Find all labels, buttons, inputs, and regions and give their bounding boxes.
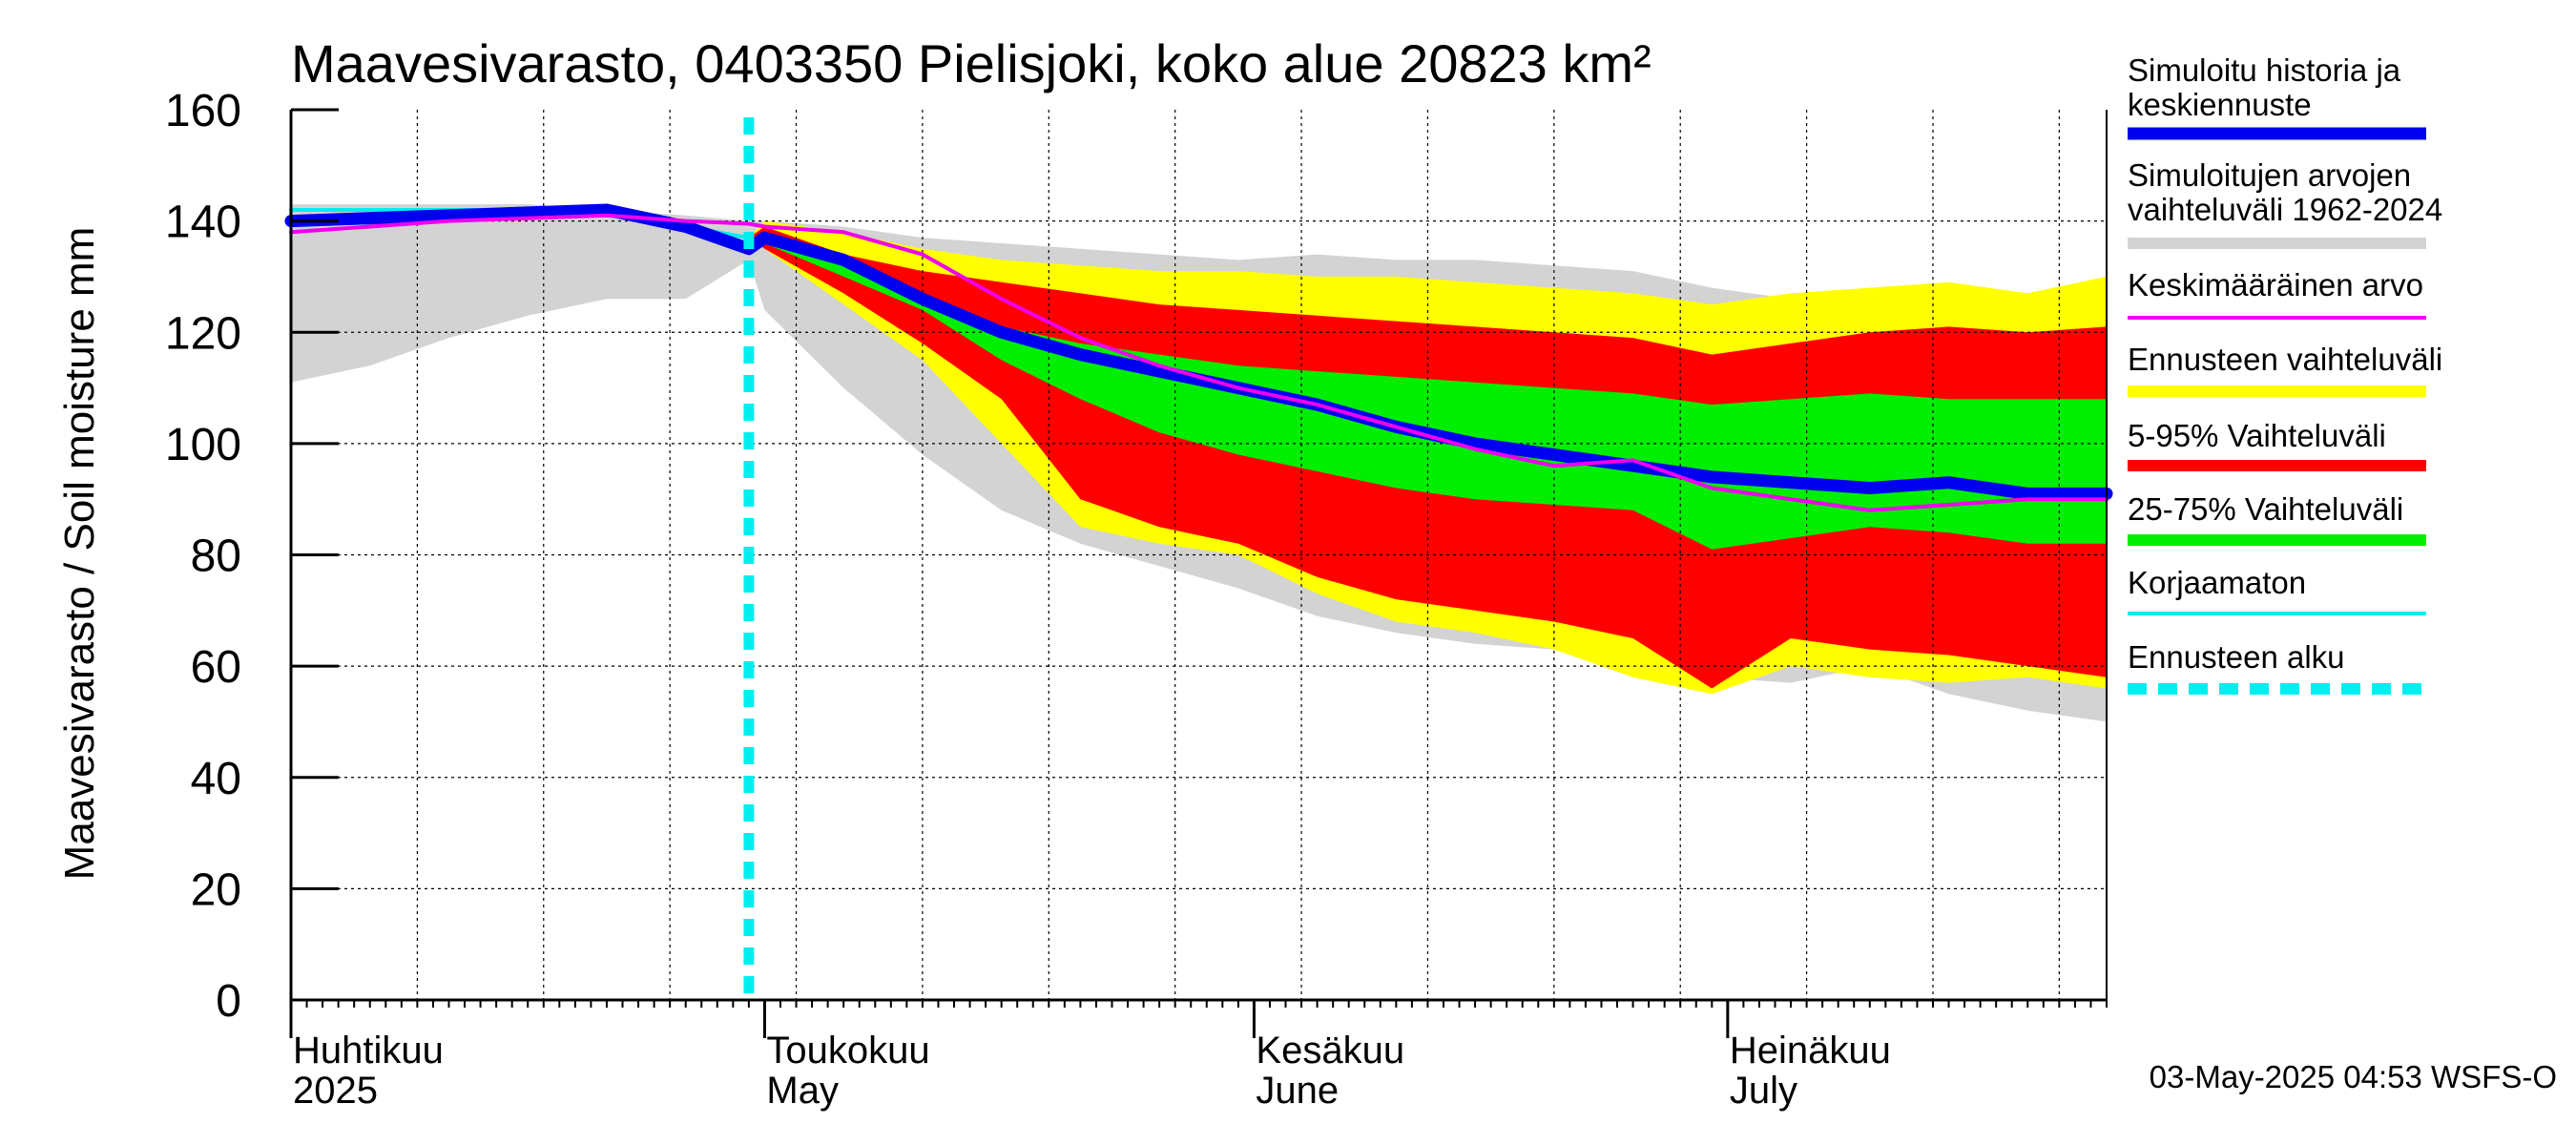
legend: Simuloitu historia ja keskiennusteSimuloi… xyxy=(2128,52,2442,695)
y-tick-label-100: 100 xyxy=(165,420,241,470)
y-tick-label-20: 20 xyxy=(191,864,241,915)
month-label-en-1: May xyxy=(766,1070,839,1112)
y-axis-label: Maavesivarasto / Soil moisture mm xyxy=(56,227,103,881)
legend-item-5: 25-75% Vaihteluväli xyxy=(2128,491,2426,546)
legend-item-6: Korjaamaton xyxy=(2128,565,2426,615)
month-label-fi-3: Heinäkuu xyxy=(1730,1030,1891,1072)
legend-item-4: 5-95% Vaihteluväli xyxy=(2128,418,2426,471)
legend-label-line: Simuloitujen arvojen xyxy=(2128,157,2411,193)
legend-label-2: Keskimääräinen arvo xyxy=(2128,267,2423,302)
legend-item-2: Keskimääräinen arvo xyxy=(2128,267,2426,320)
legend-label-0: Simuloitu historia ja keskiennuste xyxy=(2128,52,2401,122)
plot-area xyxy=(284,110,2113,1000)
band-p25_75 xyxy=(748,238,2107,550)
legend-item-7: Ennusteen alku xyxy=(2128,639,2426,695)
legend-label-line: keskiennuste xyxy=(2128,87,2312,122)
legend-label-7: Ennusteen alku xyxy=(2128,639,2345,675)
y-tick-label-160: 160 xyxy=(165,86,241,136)
month-label-fi-1: Toukokuu xyxy=(766,1030,929,1072)
month-label-en-3: July xyxy=(1730,1070,1797,1112)
y-tick-label-40: 40 xyxy=(191,754,241,804)
month-label-fi-2: Kesäkuu xyxy=(1256,1030,1404,1072)
legend-item-0: Simuloitu historia ja keskiennuste xyxy=(2128,52,2426,140)
month-label-en-0: 2025 xyxy=(293,1070,378,1112)
legend-item-1: Simuloitujen arvojen vaihteluväli 1962-20… xyxy=(2128,157,2442,249)
y-tick-label-140: 140 xyxy=(165,198,241,248)
legend-label-4: 5-95% Vaihteluväli xyxy=(2128,418,2386,453)
y-tick-label-120: 120 xyxy=(165,308,241,359)
chart-title: Maavesivarasto, 0403350 Pielisjoki, koko… xyxy=(291,33,1652,94)
legend-label-5: 25-75% Vaihteluväli xyxy=(2128,491,2403,527)
line-mean xyxy=(289,213,2109,512)
y-axis: 0 20 40 60 80 100 120 140 160 xyxy=(165,86,2108,1027)
legend-label-6: Korjaamaton xyxy=(2128,565,2306,600)
legend-label-1: Simuloitujen arvojen vaihteluväli 1962-20… xyxy=(2128,157,2442,227)
y-tick-label-80: 80 xyxy=(191,531,241,582)
line-median xyxy=(284,203,2113,500)
month-label-en-2: June xyxy=(1256,1070,1339,1112)
y-tick-label-0: 0 xyxy=(216,976,241,1027)
legend-label-line: vaihteluväli 1962-2024 xyxy=(2128,192,2442,227)
legend-label-line: Simuloitu historia ja xyxy=(2128,52,2401,88)
y-tick-label-60: 60 xyxy=(191,642,241,693)
month-label-fi-0: Huhtikuu xyxy=(293,1030,444,1072)
legend-item-3: Ennusteen vaihteluväli xyxy=(2128,342,2442,397)
legend-label-3: Ennusteen vaihteluväli xyxy=(2128,342,2442,377)
timestamp-footer: 03-May-2025 04:53 WSFS-O xyxy=(2150,1059,2557,1094)
